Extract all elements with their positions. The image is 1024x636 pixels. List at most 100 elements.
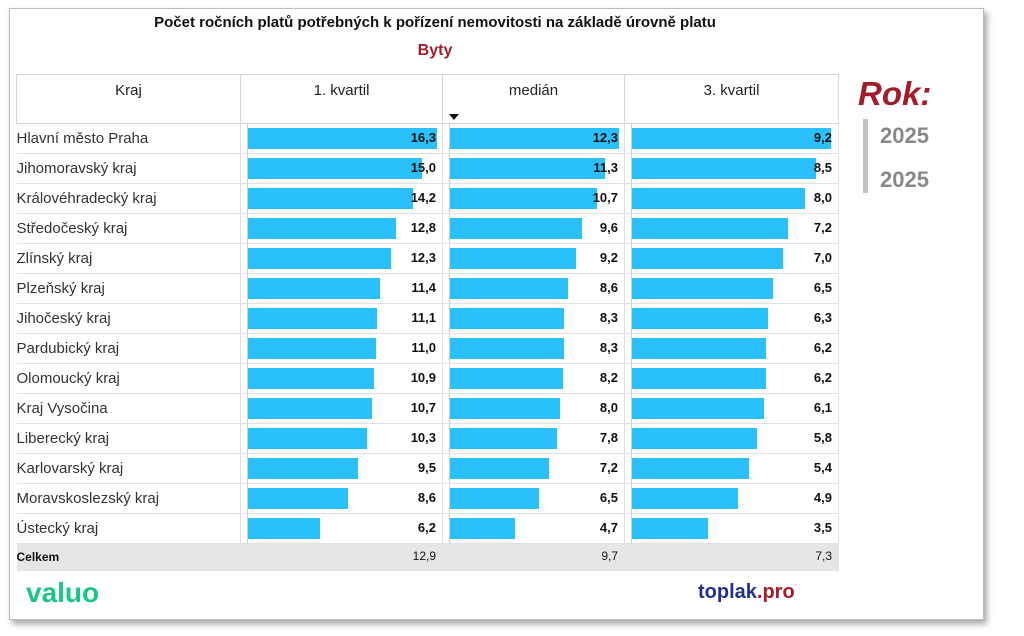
- table-row[interactable]: Jihočeský kraj 11,1 8,3 6,3: [16, 303, 839, 334]
- year-filter-selection-bar[interactable]: [863, 119, 868, 193]
- axis-line: [449, 154, 450, 183]
- bar-cell-median: 9,2: [442, 243, 625, 274]
- data-label-median: 8,3: [599, 340, 618, 355]
- bar-q1: [248, 158, 422, 179]
- bar-cell-median: 8,3: [442, 333, 625, 364]
- table-row[interactable]: Liberecký kraj 10,3 7,8 5,8: [16, 423, 839, 454]
- table-row[interactable]: Zlínský kraj 12,3 9,2 7,0: [16, 243, 839, 274]
- axis-line: [631, 334, 632, 363]
- axis-line: [247, 214, 248, 243]
- data-label-q3: 8,5: [813, 160, 832, 175]
- total-value-q1: 12,9: [412, 549, 436, 563]
- axis-line: [247, 514, 248, 543]
- column-header-q1[interactable]: 1. kvartil: [240, 74, 443, 124]
- year-filter-item[interactable]: 2025: [880, 167, 929, 192]
- region-name: Ústecký kraj: [16, 513, 241, 544]
- data-label-median: 12,3: [592, 130, 618, 145]
- bar-median: [450, 158, 605, 179]
- data-label-q3: 3,5: [813, 520, 832, 535]
- total-value-median: 9,7: [601, 549, 618, 563]
- bar-median: [450, 398, 560, 419]
- data-label-median: 7,2: [599, 460, 618, 475]
- bar-q3: [632, 158, 816, 179]
- data-label-q3: 6,2: [813, 370, 832, 385]
- region-name: Pardubický kraj: [16, 333, 241, 364]
- axis-line: [449, 394, 450, 423]
- bar-cell-q3: 6,5: [624, 273, 839, 304]
- column-header-median-label: medián: [508, 82, 559, 99]
- axis-line: [631, 484, 632, 513]
- data-label-median: 8,0: [599, 400, 618, 415]
- bar-cell-q3: 9,2: [624, 123, 839, 154]
- bar-q1: [248, 368, 374, 389]
- table-row[interactable]: Moravskoslezský kraj 8,6 6,5 4,9: [16, 483, 839, 514]
- bar-cell-median: 8,3: [442, 303, 625, 334]
- bar-median: [450, 218, 582, 239]
- table-body: Hlavní město Praha 16,3 12,3 9,2 Jihomoravsk…: [16, 123, 839, 544]
- table-row[interactable]: Středočeský kraj 12,8 9,6 7,2: [16, 213, 839, 244]
- bar-median: [450, 248, 576, 269]
- axis-line: [631, 394, 632, 423]
- table-row[interactable]: Hlavní město Praha 16,3 12,3 9,2: [16, 123, 839, 154]
- data-label-q1: 10,9: [410, 370, 436, 385]
- bar-median: [450, 338, 564, 359]
- table-row[interactable]: Kraj Vysočina 10,7 8,0 6,1: [16, 393, 839, 424]
- table-row[interactable]: Karlovarský kraj 9,5 7,2 5,4: [16, 453, 839, 484]
- table-row[interactable]: Olomoucký kraj 10,9 8,2 6,2: [16, 363, 839, 394]
- axis-line: [449, 364, 450, 393]
- axis-line: [449, 184, 450, 213]
- region-name: Jihomoravský kraj: [16, 153, 241, 184]
- sort-descending-icon[interactable]: [449, 114, 459, 120]
- bar-median: [450, 368, 563, 389]
- table-row[interactable]: Ústecký kraj 6,2 4,7 3,5: [16, 513, 839, 544]
- table-row[interactable]: Pardubický kraj 11,0 8,3 6,2: [16, 333, 839, 364]
- region-name: Moravskoslezský kraj: [16, 483, 241, 514]
- bar-median: [450, 488, 539, 509]
- bar-cell-q1: 10,3: [240, 423, 443, 454]
- data-label-median: 4,7: [599, 520, 618, 535]
- bar-q1: [248, 518, 320, 539]
- bar-q3: [632, 368, 766, 389]
- data-label-q1: 14,2: [410, 190, 436, 205]
- column-header-median[interactable]: medián: [442, 74, 625, 124]
- column-header-q3[interactable]: 3. kvartil: [624, 74, 839, 124]
- column-header-kraj[interactable]: Kraj: [16, 74, 241, 124]
- valuo-logo: valuo: [26, 577, 100, 608]
- data-label-q1: 11,1: [411, 310, 436, 325]
- table-row[interactable]: Jihomoravský kraj 15,0 11,3 8,5: [16, 153, 839, 184]
- data-label-median: 11,3: [593, 160, 618, 175]
- data-label-q3: 6,1: [813, 400, 832, 415]
- bar-cell-q1: 12,3: [240, 243, 443, 274]
- axis-line: [247, 454, 248, 483]
- bar-q1: [248, 188, 413, 209]
- bar-cell-q3: 7,2: [624, 213, 839, 244]
- bar-q1: [248, 248, 391, 269]
- axis-line: [449, 424, 450, 453]
- axis-line: [631, 154, 632, 183]
- bar-median: [450, 308, 564, 329]
- bar-cell-median: 6,5: [442, 483, 625, 514]
- bar-cell-q1: 11,1: [240, 303, 443, 334]
- region-name: Jihočeský kraj: [16, 303, 241, 334]
- axis-line: [247, 304, 248, 333]
- year-filter-item[interactable]: 2025: [880, 123, 929, 148]
- bar-cell-median: 12,3: [442, 123, 625, 154]
- bar-cell-q3: 6,2: [624, 363, 839, 394]
- table-row[interactable]: Plzeňský kraj 11,4 8,6 6,5: [16, 273, 839, 304]
- axis-line: [631, 454, 632, 483]
- bar-cell-median: 8,6: [442, 273, 625, 304]
- table-row[interactable]: Královéhradecký kraj 14,2 10,7 8,0: [16, 183, 839, 214]
- data-label-q1: 8,6: [417, 490, 436, 505]
- bar-q3: [632, 278, 773, 299]
- region-name: Kraj Vysočina: [16, 393, 241, 424]
- region-name: Zlínský kraj: [16, 243, 241, 274]
- bar-cell-q1: 10,7: [240, 393, 443, 424]
- bar-cell-q1: 11,0: [240, 333, 443, 364]
- bar-median: [450, 128, 619, 149]
- data-label-q1: 10,7: [410, 400, 436, 415]
- region-name: Karlovarský kraj: [16, 453, 241, 484]
- region-name: Plzeňský kraj: [16, 273, 241, 304]
- bar-q1: [248, 428, 367, 449]
- bar-q3: [632, 518, 708, 539]
- total-cell-q1: 12,9: [240, 543, 443, 571]
